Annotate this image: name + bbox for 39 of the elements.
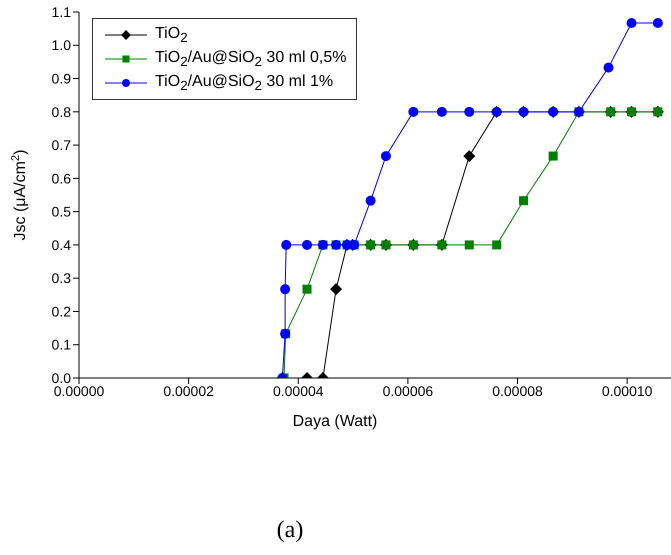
point bbox=[626, 18, 637, 28]
y-tick-label: 0.2 bbox=[52, 303, 72, 320]
x-tick-label: 0.00006 bbox=[382, 382, 434, 399]
text: (a) bbox=[276, 517, 304, 544]
x-tick-label: 0.00010 bbox=[602, 382, 653, 399]
point bbox=[408, 106, 418, 117]
y-tick-label: 0.4 bbox=[52, 236, 72, 253]
point bbox=[652, 18, 663, 28]
y-tick-label: 0.6 bbox=[52, 170, 72, 186]
y-tick-label: 1.1 bbox=[52, 4, 72, 20]
legend-label: TiO$_{2}$/Au@SiO$_{2}$ 30 ml 1% bbox=[155, 72, 334, 94]
point bbox=[302, 284, 312, 294]
point bbox=[280, 284, 290, 294]
y-tick-label: 0.3 bbox=[52, 270, 72, 286]
point bbox=[302, 240, 312, 250]
point bbox=[604, 62, 614, 73]
point bbox=[548, 152, 558, 161]
point bbox=[519, 196, 528, 206]
y-tick-label: 1.0 bbox=[52, 37, 72, 54]
point bbox=[281, 240, 292, 250]
point bbox=[464, 240, 474, 250]
point bbox=[366, 196, 376, 206]
x-tick-label: 0.00004 bbox=[272, 382, 324, 399]
x-tick-label: 0.00002 bbox=[163, 382, 214, 399]
point bbox=[492, 240, 502, 250]
x-tick-label: 0.00008 bbox=[492, 382, 544, 399]
point bbox=[380, 151, 391, 162]
x-axis-title: Daya (Watt) bbox=[292, 413, 378, 430]
point bbox=[463, 150, 476, 162]
y-tick-label: 0.7 bbox=[52, 137, 72, 154]
point bbox=[464, 106, 474, 117]
legend-label: TiO$_{2}$ bbox=[155, 24, 188, 46]
point bbox=[436, 106, 447, 117]
y-tick-label: 0.1 bbox=[52, 336, 72, 353]
y-tick-label: 0.9 bbox=[52, 70, 72, 87]
legend-label: TiO$_{2}$/Au@SiO$_{2}$ 30 ml 0,5% bbox=[155, 48, 346, 70]
y-tick-label: 0.8 bbox=[52, 104, 72, 120]
y-tick-label: 0.5 bbox=[52, 204, 72, 220]
point bbox=[330, 283, 342, 296]
